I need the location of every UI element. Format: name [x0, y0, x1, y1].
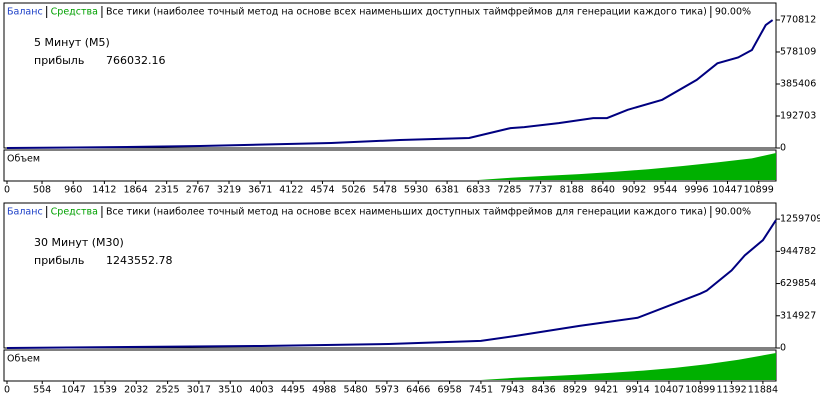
x-tick-label: 4988 — [312, 385, 336, 396]
x-tick-label: 5026 — [342, 185, 366, 196]
x-tick-label: 960 — [64, 185, 82, 196]
x-tick-label: 7737 — [529, 185, 553, 196]
x-tick-label: 7285 — [497, 185, 521, 196]
price-panel — [3, 202, 777, 349]
volume-area — [478, 153, 776, 180]
x-tick-label: 554 — [33, 385, 51, 396]
description: Все тики (наиболее точный метод на основ… — [106, 7, 707, 18]
x-tick-label: 3219 — [217, 185, 241, 196]
x-tick-label: 2032 — [124, 385, 148, 396]
x-tick-label: 9544 — [653, 185, 677, 196]
x-tick-label: 1539 — [93, 385, 117, 396]
y-tick-label: 0 — [780, 143, 786, 154]
x-tick-label: 10447 — [712, 185, 742, 196]
x-tick-label: 4122 — [279, 185, 303, 196]
x-tick-label: 1864 — [123, 185, 147, 196]
x-tick-label: 8929 — [563, 385, 587, 396]
x-tick-label: 9092 — [622, 185, 646, 196]
x-tick-label: 7943 — [500, 385, 524, 396]
x-tick-label: 2315 — [155, 185, 179, 196]
x-tick-label: 9996 — [684, 185, 708, 196]
period-label: 30 Минут (M30) — [34, 236, 124, 249]
x-tick-label: 1047 — [62, 385, 86, 396]
legend-item: Средства — [51, 7, 98, 18]
x-tick-label: 508 — [33, 185, 51, 196]
x-tick-label: 11884 — [748, 385, 778, 396]
y-tick-label: 629854 — [780, 278, 816, 289]
x-tick-label: 10899 — [744, 185, 774, 196]
x-tick-label: 9914 — [625, 385, 649, 396]
price-panel — [3, 2, 777, 149]
x-tick-label: 10407 — [654, 385, 684, 396]
x-tick-label: 4495 — [281, 385, 305, 396]
y-tick-label: 944782 — [780, 246, 816, 257]
x-tick-label: 6466 — [406, 385, 430, 396]
x-tick-label: 3017 — [187, 385, 211, 396]
balance-line — [6, 219, 777, 349]
x-tick-label: 2525 — [156, 385, 180, 396]
x-tick-label: 3671 — [248, 185, 272, 196]
x-tick-label: 3510 — [218, 385, 242, 396]
description: Все тики (наиболее точный метод на основ… — [106, 207, 707, 218]
x-tick-label: 8436 — [531, 385, 555, 396]
legend-item: Средства — [51, 207, 98, 218]
x-tick-label: 9421 — [594, 385, 618, 396]
profit-value: 766032.16 — [106, 54, 166, 67]
x-tick-label: 5478 — [373, 185, 397, 196]
period-label: 5 Минут (M5) — [34, 36, 110, 49]
x-tick-label: 11392 — [716, 385, 746, 396]
x-tick-label: 6381 — [435, 185, 459, 196]
x-tick-label: 7451 — [469, 385, 493, 396]
x-tick-label: 5973 — [375, 385, 399, 396]
profit-value: 1243552.78 — [106, 254, 172, 267]
quality: 90.00% — [715, 7, 751, 18]
volume-label: Объем — [7, 154, 40, 165]
x-tick-label: 8640 — [591, 185, 615, 196]
x-tick-label: 8188 — [560, 185, 584, 196]
x-tick-label: 5480 — [343, 385, 367, 396]
x-tick-label: 4574 — [310, 185, 334, 196]
x-tick-label: 2767 — [186, 185, 210, 196]
x-tick-label: 1412 — [92, 185, 116, 196]
y-tick-label: 0 — [780, 343, 786, 354]
profit-label: прибыль — [34, 254, 84, 267]
volume-label: Объем — [7, 354, 40, 365]
balance-line — [6, 19, 774, 149]
legend-item: Баланс — [7, 7, 43, 18]
x-tick-label: 6958 — [437, 385, 461, 396]
volume-area — [480, 353, 776, 380]
x-tick-label: 5930 — [404, 185, 428, 196]
y-tick-label: 1259709 — [780, 214, 820, 225]
y-tick-label: 578109 — [780, 46, 816, 57]
x-tick-label: 6833 — [466, 185, 490, 196]
profit-label: прибыль — [34, 54, 84, 67]
y-tick-label: 385406 — [780, 78, 816, 89]
x-tick-label: 0 — [4, 185, 10, 196]
quality: 90.00% — [715, 207, 751, 218]
y-tick-label: 314927 — [780, 310, 816, 321]
y-tick-label: 770812 — [780, 14, 816, 25]
x-tick-label: 4003 — [250, 385, 274, 396]
x-tick-label: 10899 — [685, 385, 715, 396]
x-tick-label: 0 — [4, 385, 10, 396]
y-tick-label: 192703 — [780, 110, 816, 121]
legend-item: Баланс — [7, 207, 43, 218]
